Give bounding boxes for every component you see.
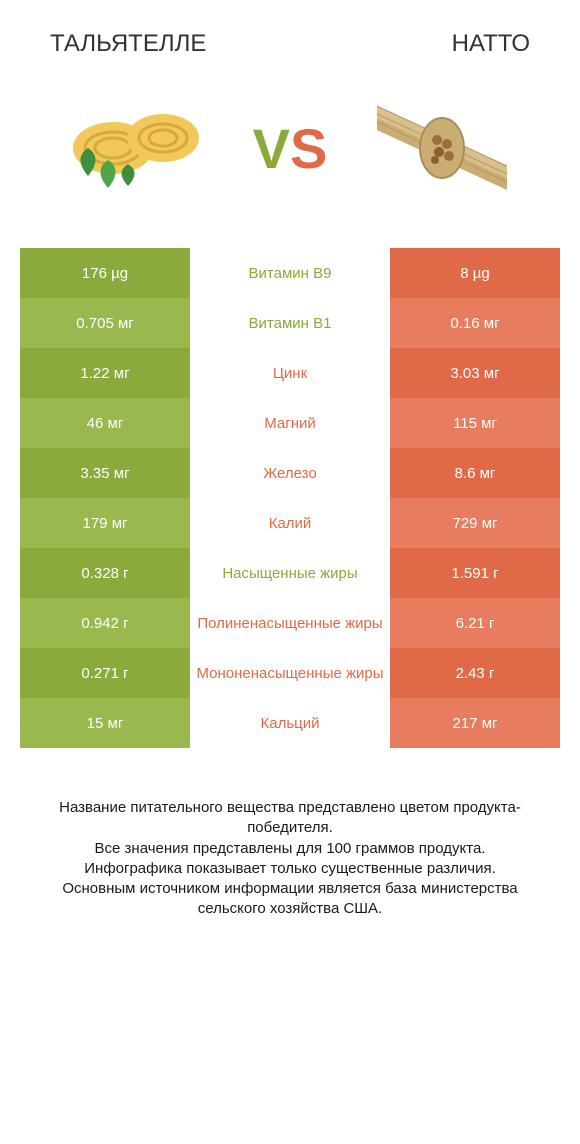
left-value: 176 µg (20, 248, 190, 298)
left-value: 1.22 мг (20, 348, 190, 398)
right-product-title: Натто (452, 30, 530, 58)
vs-letter-v: V (253, 116, 290, 181)
left-value: 179 мг (20, 498, 190, 548)
header: Тальятелле Натто (0, 0, 580, 78)
nutrient-name: Насыщенные жиры (190, 548, 390, 598)
right-value: 8 µg (390, 248, 560, 298)
right-value: 8.6 мг (390, 448, 560, 498)
nutrient-name: Витамин B1 (190, 298, 390, 348)
table-row: 46 мгМагний115 мг (20, 398, 560, 448)
right-value: 729 мг (390, 498, 560, 548)
nutrient-name: Мононенасыщенные жиры (190, 648, 390, 698)
table-row: 0.328 гНасыщенные жиры1.591 г (20, 548, 560, 598)
right-value: 2.43 г (390, 648, 560, 698)
table-row: 1.22 мгЦинк3.03 мг (20, 348, 560, 398)
nutrient-name: Калий (190, 498, 390, 548)
left-value: 0.942 г (20, 598, 190, 648)
left-value: 0.705 мг (20, 298, 190, 348)
nutrient-name: Магний (190, 398, 390, 448)
table-row: 179 мгКалий729 мг (20, 498, 560, 548)
nutrient-name: Цинк (190, 348, 390, 398)
nutrient-name: Витамин B9 (190, 248, 390, 298)
vs-letter-s: S (290, 116, 327, 181)
nutrient-name: Железо (190, 448, 390, 498)
left-value: 3.35 мг (20, 448, 190, 498)
versus-row: VS (0, 78, 580, 248)
right-value: 1.591 г (390, 548, 560, 598)
footer-line: Название питательного вещества представл… (30, 798, 550, 839)
nutrient-name: Полиненасыщенные жиры (190, 598, 390, 648)
footer-line: Основным источником информации является … (30, 879, 550, 920)
left-product-title: Тальятелле (50, 30, 206, 58)
nutrient-name: Кальций (190, 698, 390, 748)
table-row: 176 µgВитамин B98 µg (20, 248, 560, 298)
table-row: 0.705 мгВитамин B10.16 мг (20, 298, 560, 348)
right-value: 115 мг (390, 398, 560, 448)
right-value: 0.16 мг (390, 298, 560, 348)
right-value: 6.21 г (390, 598, 560, 648)
footer-line: Инфографика показывает только существенн… (30, 859, 550, 879)
table-row: 0.271 гМононенасыщенные жиры2.43 г (20, 648, 560, 698)
comparison-table: 176 µgВитамин B98 µg0.705 мгВитамин B10.… (0, 248, 580, 748)
footer-notes: Название питательного вещества представл… (0, 748, 580, 960)
right-value: 217 мг (390, 698, 560, 748)
left-value: 15 мг (20, 698, 190, 748)
left-value: 46 мг (20, 398, 190, 448)
table-row: 15 мгКальций217 мг (20, 698, 560, 748)
right-value: 3.03 мг (390, 348, 560, 398)
footer-line: Все значения представлены для 100 граммо… (30, 839, 550, 859)
vs-label: VS (253, 116, 328, 181)
right-product-image (357, 88, 527, 208)
left-value: 0.328 г (20, 548, 190, 598)
table-row: 0.942 гПолиненасыщенные жиры6.21 г (20, 598, 560, 648)
table-row: 3.35 мгЖелезо8.6 мг (20, 448, 560, 498)
left-value: 0.271 г (20, 648, 190, 698)
left-product-image (53, 88, 223, 208)
